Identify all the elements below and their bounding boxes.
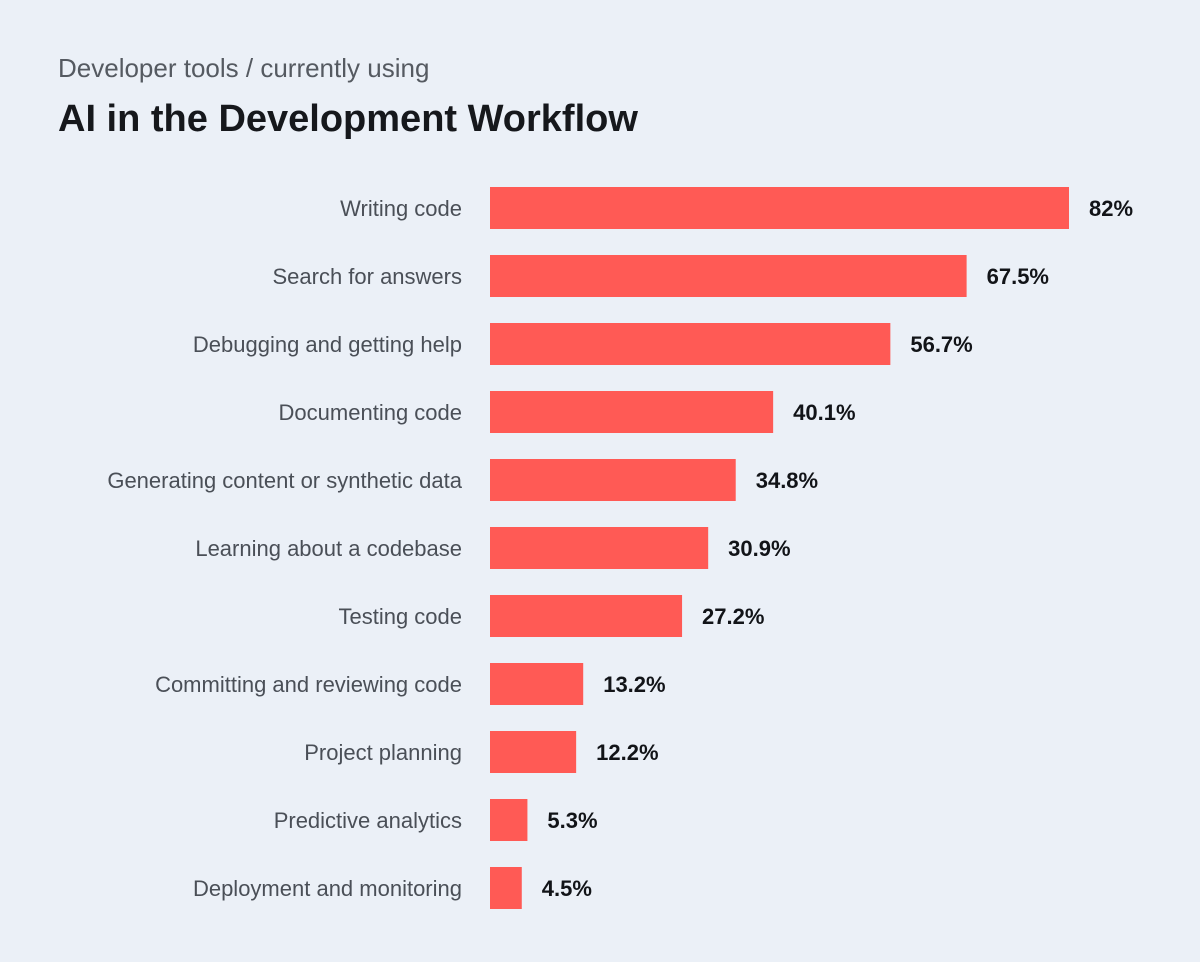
category-label: Deployment and monitoring bbox=[193, 876, 462, 901]
value-label: 30.9% bbox=[728, 536, 790, 561]
value-label: 82% bbox=[1089, 196, 1133, 221]
bar bbox=[490, 731, 577, 773]
category-label: Project planning bbox=[304, 740, 462, 765]
bar-row: Debugging and getting help 56.7% bbox=[193, 323, 973, 365]
bar bbox=[490, 867, 522, 909]
bar-row: Writing code 82% bbox=[340, 187, 1133, 229]
value-label: 13.2% bbox=[603, 672, 665, 697]
bar-row: Deployment and monitoring 4.5% bbox=[193, 867, 592, 909]
value-label: 5.3% bbox=[547, 808, 597, 833]
value-label: 67.5% bbox=[987, 264, 1049, 289]
bar-row: Learning about a codebase 30.9% bbox=[195, 527, 791, 569]
bar-row: Search for answers 67.5% bbox=[272, 255, 1049, 297]
value-label: 12.2% bbox=[596, 740, 658, 765]
category-label: Committing and reviewing code bbox=[155, 672, 462, 697]
bar-row: Testing code 27.2% bbox=[338, 595, 764, 637]
category-label: Documenting code bbox=[279, 400, 462, 425]
category-label: Writing code bbox=[340, 196, 462, 221]
bar bbox=[490, 323, 891, 365]
value-label: 27.2% bbox=[702, 604, 764, 629]
category-label: Search for answers bbox=[272, 264, 462, 289]
bar bbox=[490, 459, 736, 501]
category-label: Generating content or synthetic data bbox=[107, 468, 462, 493]
chart-subtitle: Developer tools / currently using bbox=[58, 53, 430, 83]
bar-row: Project planning 12.2% bbox=[304, 731, 659, 773]
bar-row: Predictive analytics 5.3% bbox=[274, 799, 598, 841]
bar bbox=[490, 527, 709, 569]
category-label: Learning about a codebase bbox=[195, 536, 462, 561]
category-label: Testing code bbox=[338, 604, 462, 629]
value-label: 56.7% bbox=[910, 332, 972, 357]
bar-row: Generating content or synthetic data 34.8… bbox=[107, 459, 818, 501]
value-label: 34.8% bbox=[756, 468, 818, 493]
bar bbox=[490, 391, 774, 433]
value-label: 40.1% bbox=[793, 400, 855, 425]
bar bbox=[490, 663, 584, 705]
bar bbox=[490, 799, 528, 841]
category-label: Predictive analytics bbox=[274, 808, 462, 833]
category-label: Debugging and getting help bbox=[193, 332, 462, 357]
bar-row: Committing and reviewing code 13.2% bbox=[155, 663, 666, 705]
bar bbox=[490, 255, 967, 297]
bar bbox=[490, 187, 1069, 229]
value-label: 4.5% bbox=[542, 876, 592, 901]
chart-title: AI in the Development Workflow bbox=[58, 98, 638, 140]
bar bbox=[490, 595, 683, 637]
bar-row: Documenting code 40.1% bbox=[279, 391, 856, 433]
